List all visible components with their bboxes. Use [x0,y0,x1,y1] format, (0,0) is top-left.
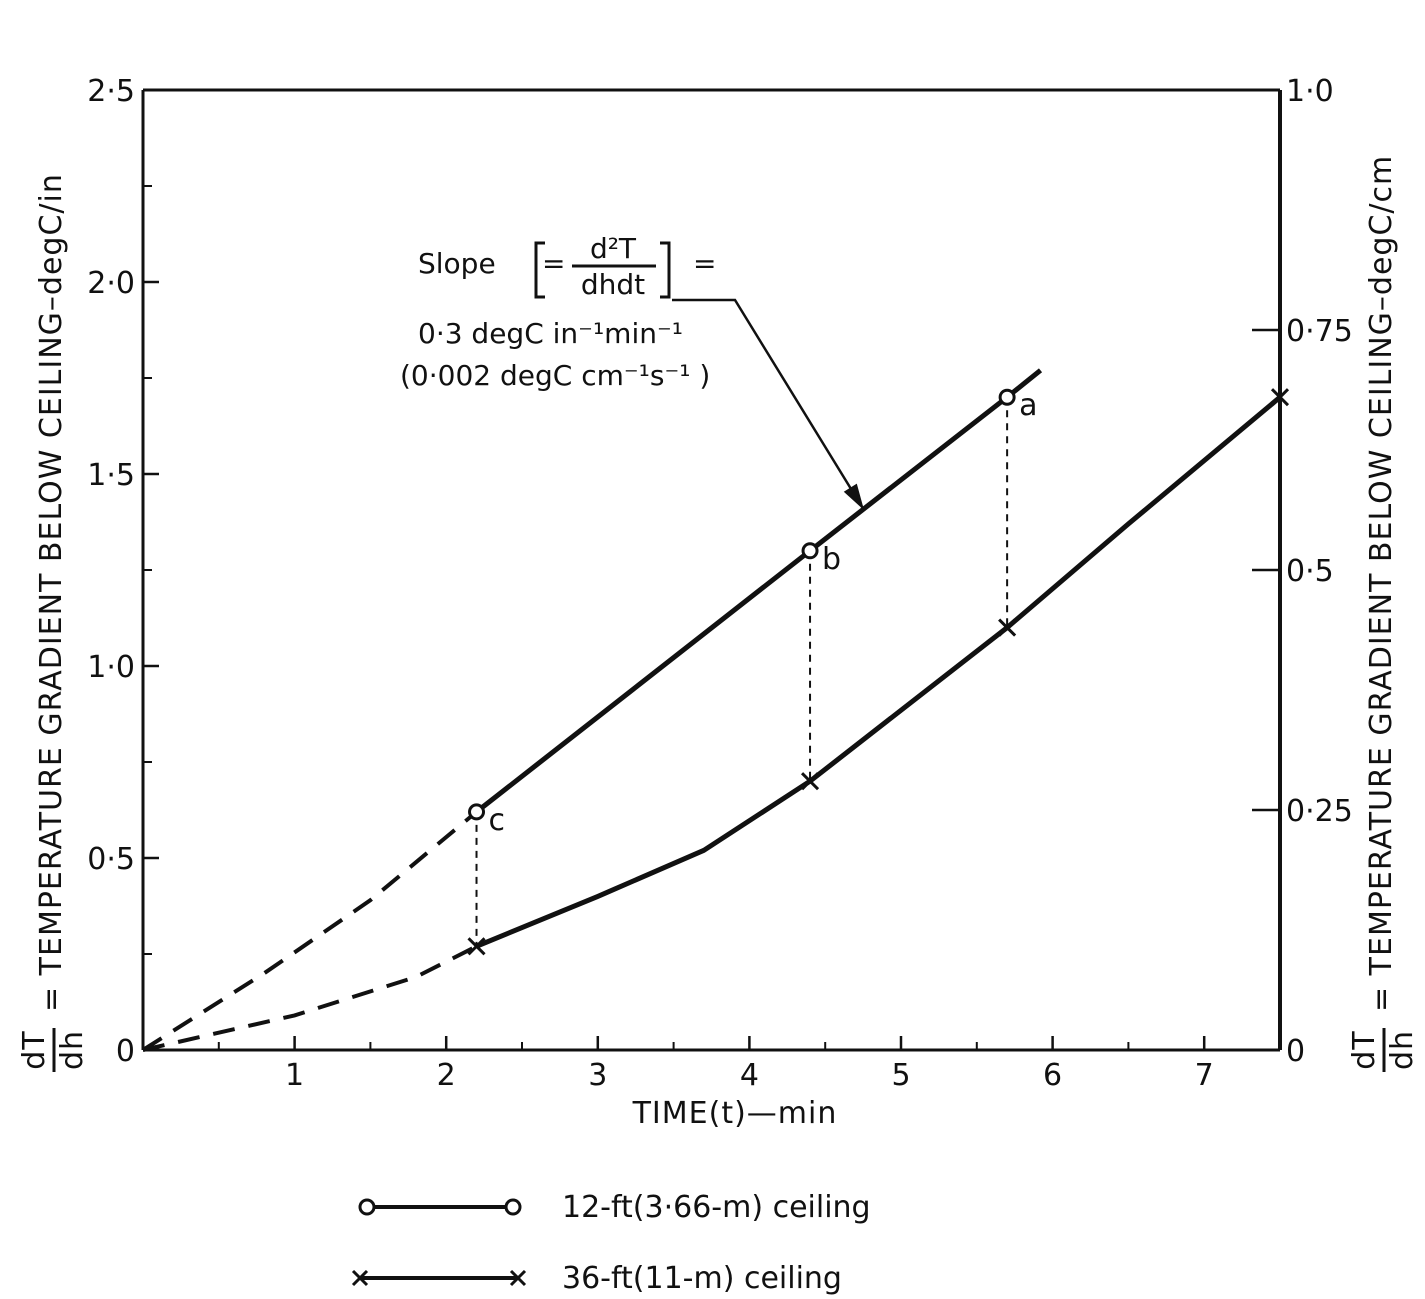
data-point-circle [468,803,486,821]
annotation-leader-line [672,298,865,510]
legend-label-12ft: 12-ft(3·66-m) ceiling [562,1190,871,1225]
data-point-x [467,937,486,956]
y-left-tick-label: 0 [116,1034,135,1069]
legend-marker-circle [504,1198,522,1216]
data-point-x [998,618,1017,637]
y-right-tick-label: 0·5 [1286,554,1334,589]
y-right-tick-label: 1·0 [1286,74,1334,109]
data-point-x [800,772,820,791]
y-left-tick-label: 2·5 [87,74,135,109]
legend: 12-ft(3·66-m) ceiling 36-ft(11-m) ceilin… [351,1190,871,1296]
series-12ft-solid-line [474,368,1043,814]
series-layer: c b a [141,368,1290,1052]
x-tick-label: 1 [285,1058,304,1093]
y-left-tick-label: 1·5 [87,458,135,493]
y-left-label-numerator: dT [17,1030,52,1069]
annotation-arrowhead [843,483,865,511]
slope-equals-inner: = [542,247,565,280]
x-tick-label: 5 [891,1058,910,1093]
axes [141,88,1282,1052]
legend-marker-x [509,1269,527,1287]
point-label-a: a [1019,388,1037,423]
x-tick-label: 3 [588,1058,607,1093]
point-label-c: c [489,803,506,838]
series-36ft-dashed-line [142,944,478,1052]
slope-equals-outer: = [693,247,716,280]
right-bracket [660,241,671,299]
y-left-tick-label: 0·5 [87,842,135,877]
series-36ft-solid-line [475,395,1282,949]
series-12ft-dashed-line [141,810,478,1052]
slope-value-imperial: 0·3 degC in⁻¹min⁻¹ [418,317,683,350]
point-label-b: b [822,542,841,577]
data-point-circle [998,388,1016,406]
x-tick-label: 7 [1195,1058,1214,1093]
y-right-tick-label: 0·25 [1286,794,1353,829]
data-point-circle [801,542,819,560]
y-right-tick-label: 0 [1286,1034,1305,1069]
data-point-x [1270,388,1290,407]
y-axis-right-label: dT dh = TEMPERATURE GRADIENT BELOW CEILI… [1347,155,1420,1072]
slope-numerator: d²T [590,232,637,265]
ticks: 1 2 3 4 5 6 7 0 0·5 1·0 1·5 2·0 2·5 0 0·25 0·5 0·75 1·0 [87,74,1353,1093]
x-tick-label: 4 [740,1058,759,1093]
y-left-tick-label: 2·0 [87,266,135,301]
y-right-label-text: = TEMPERATURE GRADIENT BELOW CEILING–deg… [1364,155,1399,1012]
y-left-label-text: = TEMPERATURE GRADIENT BELOW CEILING–deg… [34,173,69,1012]
legend-marker-circle [358,1198,376,1216]
legend-marker-x [351,1269,369,1287]
y-right-label-numerator: dT [1347,1030,1382,1069]
y-axis-left-label: dT dh = TEMPERATURE GRADIENT BELOW CEILI… [17,173,90,1072]
legend-label-36ft: 36-ft(11-m) ceiling [562,1261,842,1296]
x-tick-label: 6 [1043,1058,1062,1093]
legend-item-36ft: 36-ft(11-m) ceiling [351,1261,842,1296]
slope-value-metric: (0·002 degC cm⁻¹s⁻¹ ) [400,359,710,392]
legend-item-12ft: 12-ft(3·66-m) ceiling [358,1190,871,1225]
slope-word: Slope [418,247,496,280]
x-tick-label: 2 [437,1058,456,1093]
y-right-label-denominator: dh [1385,1030,1420,1070]
x-axis-label: TIME(t)—min [632,1096,838,1131]
slope-denominator: dhdt [581,268,645,301]
y-right-tick-label: 0·75 [1286,314,1353,349]
y-left-tick-label: 1·0 [87,650,135,685]
left-bracket [534,241,545,299]
slope-annotation: Slope = d²T dhdt = 0·3 degC in⁻¹min⁻¹ (0… [400,232,865,511]
y-left-label-denominator: dh [55,1030,90,1070]
